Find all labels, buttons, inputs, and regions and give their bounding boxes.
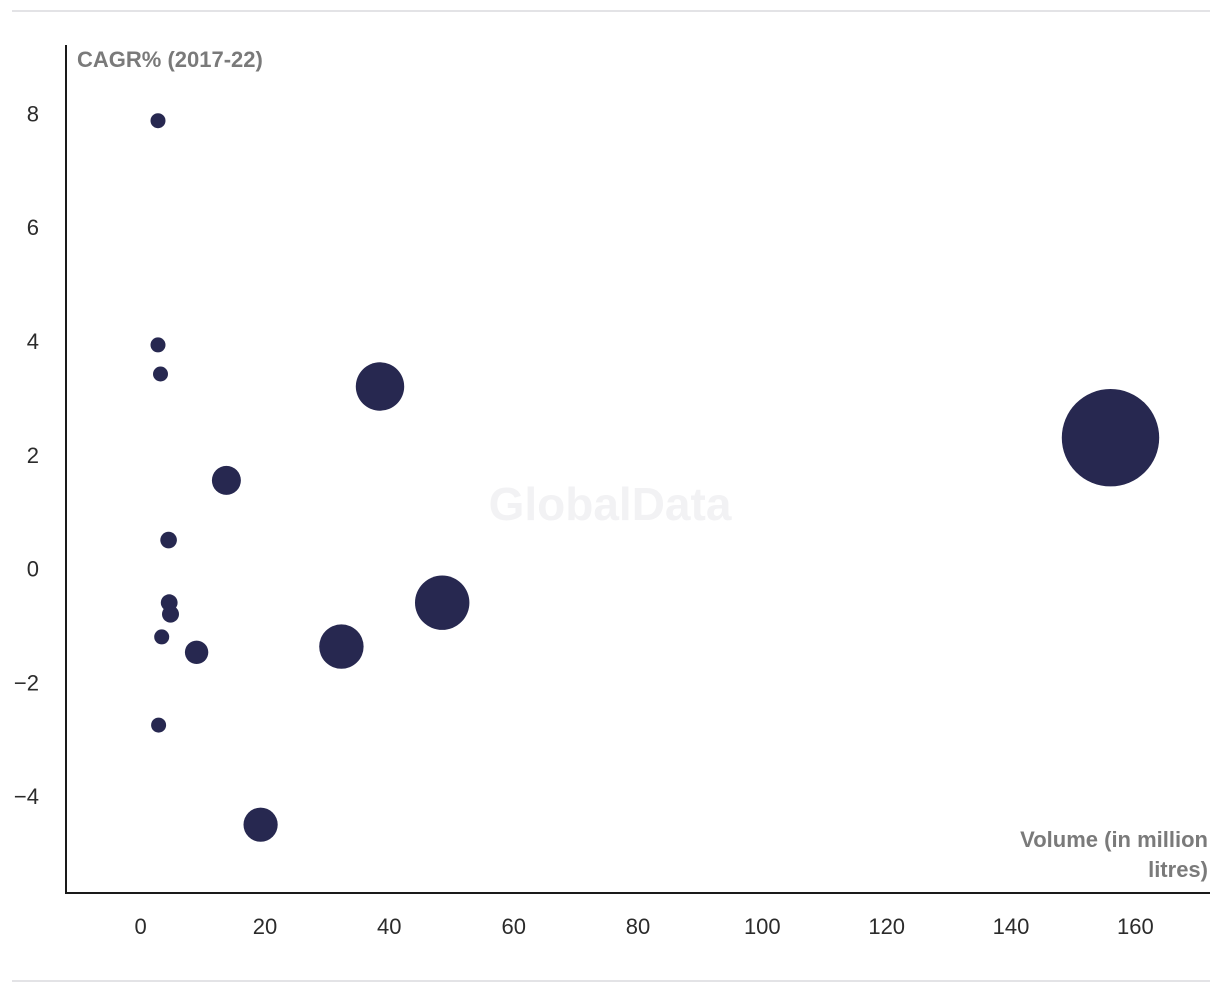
x-tick-label-3: 60 (501, 914, 525, 939)
y-tick-label-4: 0 (27, 557, 39, 582)
y-axis-title: CAGR% (2017-22) (77, 47, 263, 72)
bubble-point-7 (184, 640, 209, 664)
bubble-point-13 (151, 717, 167, 733)
y-tick-label-3: 2 (27, 443, 39, 468)
bubble-point-1 (1061, 389, 1160, 487)
x-axis-title-line-2: litres) (1148, 857, 1208, 882)
x-tick-label-7: 140 (993, 914, 1030, 939)
bottom-divider (12, 980, 1210, 982)
y-tick-label-1: 6 (27, 215, 39, 240)
x-tick-label-0: 0 (134, 914, 146, 939)
watermark-text: GlobalData (489, 478, 732, 530)
x-tick-label-6: 120 (868, 914, 905, 939)
bubble-point-15 (150, 113, 166, 129)
y-tick-label-2: 4 (27, 329, 39, 354)
y-tick-labels: 8 6 4 2 0 −2 −4 (14, 101, 39, 809)
y-tick-label-5: −2 (14, 670, 39, 695)
bubble-point-2 (415, 575, 470, 630)
bubble-point-5 (243, 807, 278, 842)
bubble-point-14 (150, 337, 166, 353)
x-tick-label-8: 160 (1117, 914, 1154, 939)
x-tick-label-4: 80 (626, 914, 650, 939)
bubble-point-10 (160, 531, 177, 549)
y-tick-label-6: −4 (14, 784, 39, 809)
bubble-point-3 (355, 362, 405, 411)
bubble-point-4 (319, 624, 364, 669)
bubble-point-6 (211, 465, 241, 495)
x-axis-title-line-1: Volume (in million (1020, 827, 1208, 852)
top-divider (12, 10, 1210, 12)
x-tick-label-5: 100 (744, 914, 781, 939)
x-tick-label-1: 20 (253, 914, 277, 939)
bubble-point-9 (160, 594, 178, 612)
bubble-point-11 (154, 629, 170, 645)
bubble-layer (150, 113, 1160, 842)
y-tick-label-0: 8 (27, 101, 39, 126)
bubble-point-12 (153, 366, 168, 382)
x-tick-label-2: 40 (377, 914, 401, 939)
x-tick-labels: 0 20 40 60 80 100 120 140 160 (134, 914, 1153, 939)
